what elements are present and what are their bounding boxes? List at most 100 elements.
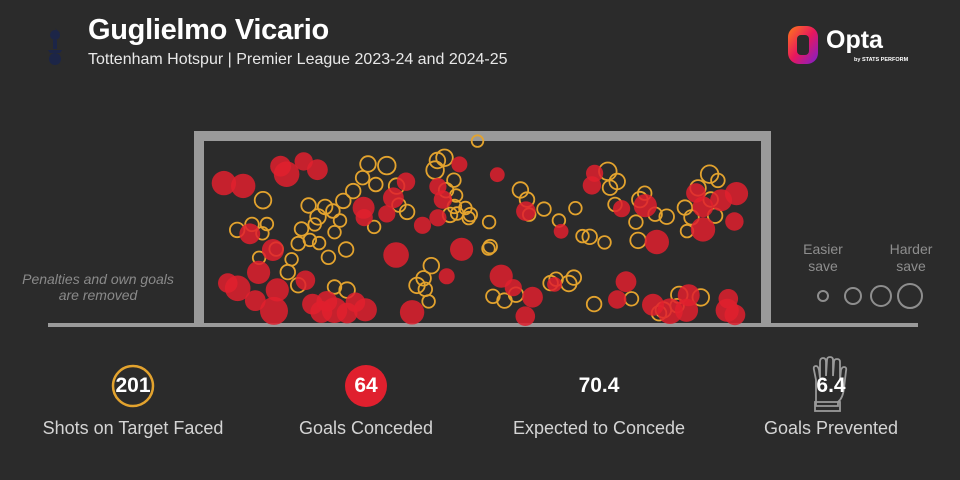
goal-conceded-point (260, 296, 288, 325)
shot-saved-point (302, 232, 318, 248)
penalties-note-line: Penalties and own goals (22, 271, 174, 287)
brand-sub: by STATS PERFORM (854, 57, 909, 63)
brand-name: Opta (826, 26, 883, 54)
goal-conceded-point (231, 173, 256, 199)
goal-conceded-point (450, 237, 474, 261)
shot-saved-point (710, 172, 726, 189)
goal-conceded-point (383, 242, 409, 268)
legend-size-marker (844, 287, 862, 305)
penalties-note-line: are removed (58, 287, 138, 303)
goal-conceded-point (353, 298, 377, 322)
shot-saved-point (435, 148, 454, 168)
legend-harder-line: Harder (889, 241, 933, 257)
shot-saved-point (482, 238, 498, 255)
goal-conceded-point (586, 164, 604, 182)
shot-saved-point (253, 190, 273, 210)
goal-conceded-point (644, 229, 669, 255)
shot-saved-point (368, 176, 384, 193)
goal-conceded-point (522, 286, 543, 308)
goal-conceded-point (433, 190, 453, 209)
shot-saved-point (629, 231, 647, 250)
shot-saved-point (421, 294, 436, 309)
goal-conceded-point (489, 167, 505, 183)
goal-conceded-point (399, 300, 425, 325)
goal-conceded-point (378, 205, 396, 223)
shot-saved-point (359, 155, 377, 173)
shot-saved-point (325, 203, 341, 219)
shots-faced-ring-icon (111, 364, 155, 408)
shot-saved-point (536, 201, 552, 217)
legend-size-marker (897, 283, 923, 309)
shot-saved-point (581, 228, 598, 246)
shot-saved-point (461, 210, 476, 226)
shot-saved-point (568, 200, 583, 216)
goal-conceded-point (273, 161, 300, 187)
legend-easier-save: Easier save (788, 241, 858, 275)
goal-conceded-point (244, 290, 266, 311)
shot-saved-point (332, 213, 348, 228)
stat-value-goals-conceded: 64 (354, 374, 378, 397)
goal-conceded-point (613, 200, 631, 218)
goal-conceded-point (261, 239, 284, 261)
stat-value-goals-prevented: 6.4 (816, 374, 846, 397)
shot-saved-point (623, 291, 640, 307)
goal-conceded-point (724, 182, 749, 206)
shot-saved-point (585, 295, 603, 313)
goal-conceded-point (690, 217, 716, 242)
shot-saved-point (446, 172, 462, 188)
goal-conceded-point (686, 183, 706, 203)
shot-saved-point (354, 169, 371, 186)
goals-conceded-layer (211, 152, 749, 327)
goal-conceded-point (355, 209, 373, 227)
shot-saved-point (683, 209, 700, 226)
goal-conceded-point (211, 170, 237, 196)
shot-saved-point (575, 228, 590, 244)
shot-saved-point (293, 221, 310, 237)
goal-conceded-point (295, 270, 316, 291)
goal-conceded-point (515, 306, 536, 327)
shot-saved-point (422, 257, 441, 275)
goal-conceded-point (677, 284, 700, 307)
shot-saved-point (608, 172, 626, 191)
legend-size-scale (817, 283, 923, 309)
goal-conceded-point (547, 277, 562, 292)
saved-shots-layer (228, 134, 726, 322)
shot-saved-point (565, 269, 583, 286)
shot-saved-point (470, 134, 485, 148)
legend-size-marker (870, 285, 892, 307)
shot-saved-point (327, 224, 342, 240)
brand-logo: Opta by STATS PERFORM (786, 24, 926, 70)
shot-saved-point (284, 252, 299, 267)
goal-conceded-point (451, 156, 468, 173)
goal-conceded-point (413, 216, 432, 234)
shot-saved-point (335, 192, 352, 210)
goal-conceded-point (247, 260, 271, 284)
stat-label-goals-conceded: Goals Conceded (298, 418, 434, 438)
legend-easier-line: Easier (803, 241, 843, 257)
goal-conceded-point (438, 268, 455, 285)
page-subtitle: Tottenham Hotspur | Premier League 2023-… (88, 51, 508, 68)
goal-conceded-point (724, 304, 746, 326)
shot-saved-point (415, 270, 432, 287)
goal-conceded-point (516, 201, 536, 221)
glove-icon (812, 356, 848, 412)
shot-saved-point (300, 197, 317, 214)
stat-value-expected-concede: 70.4 (578, 374, 620, 397)
shot-saved-point (481, 214, 497, 230)
stat-label-expected-concede: Expected to Concede (512, 418, 686, 438)
goal-conceded-point (553, 223, 569, 239)
goal-conceded-point (633, 194, 657, 218)
penalties-note: Penalties and own goals are removed (4, 271, 192, 303)
goals-conceded-disc-icon (345, 365, 387, 407)
shot-saved-point (259, 216, 275, 232)
shot-saved-point (366, 219, 382, 235)
legend-harder-line: save (896, 258, 926, 274)
shot-saved-point (309, 208, 327, 226)
goal-conceded-point (504, 279, 522, 297)
shot-saved-point (326, 279, 343, 295)
goal-conceded-point (239, 223, 261, 245)
goal-conceded-point (265, 278, 289, 302)
shot-saved-point (316, 198, 334, 216)
goal-conceded-point (396, 172, 416, 191)
